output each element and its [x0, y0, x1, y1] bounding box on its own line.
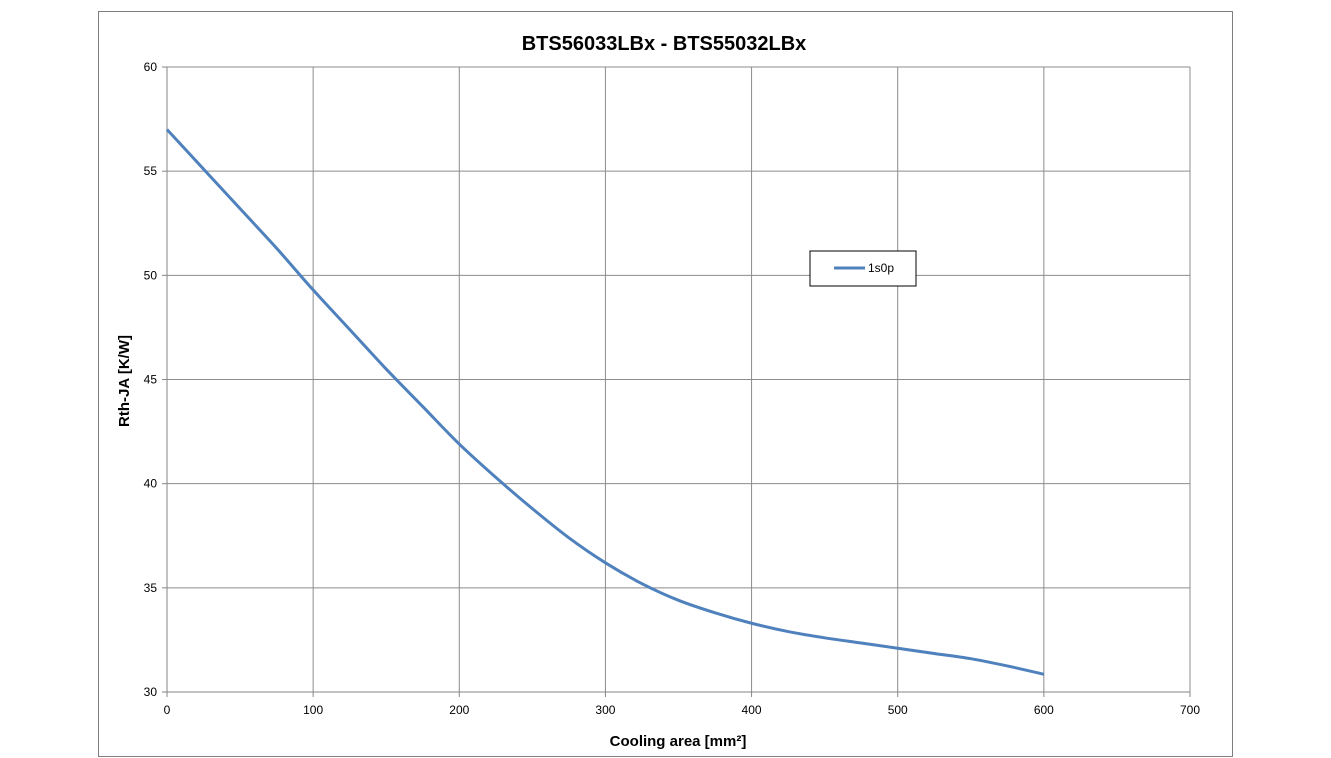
y-axis-ticks: 30 35 40 45 50 55 60 [144, 60, 167, 699]
x-tick-label: 300 [595, 703, 615, 717]
x-tick-label: 400 [742, 703, 762, 717]
legend-label-1s0p: 1s0p [868, 261, 894, 275]
y-tick-label: 45 [144, 373, 158, 387]
series-layer [165, 128, 1045, 676]
x-axis-label: Cooling area [mm²] [610, 733, 747, 750]
y-tick-label: 55 [144, 164, 158, 178]
x-tick-label: 0 [164, 703, 171, 717]
legend: 1s0p [809, 250, 917, 287]
y-tick-label: 50 [144, 268, 158, 282]
y-tick-label: 40 [144, 477, 158, 491]
y-axis-label: Rth-JA [K/W] [116, 335, 133, 427]
x-axis-ticks: 0 100 200 300 400 500 600 700 [164, 692, 1200, 717]
x-tick-label: 500 [888, 703, 908, 717]
x-tick-label: 700 [1180, 703, 1200, 717]
grid-lines [167, 66, 1191, 693]
x-tick-label: 200 [449, 703, 469, 717]
chart-title: BTS56033LBx - BTS55032LBx [522, 33, 807, 55]
series-line-1s0p [165, 128, 1045, 676]
y-tick-label: 30 [144, 685, 158, 699]
x-tick-label: 100 [303, 703, 323, 717]
y-tick-label: 35 [144, 581, 158, 595]
y-tick-label: 60 [144, 60, 158, 74]
x-tick-label: 600 [1034, 703, 1054, 717]
